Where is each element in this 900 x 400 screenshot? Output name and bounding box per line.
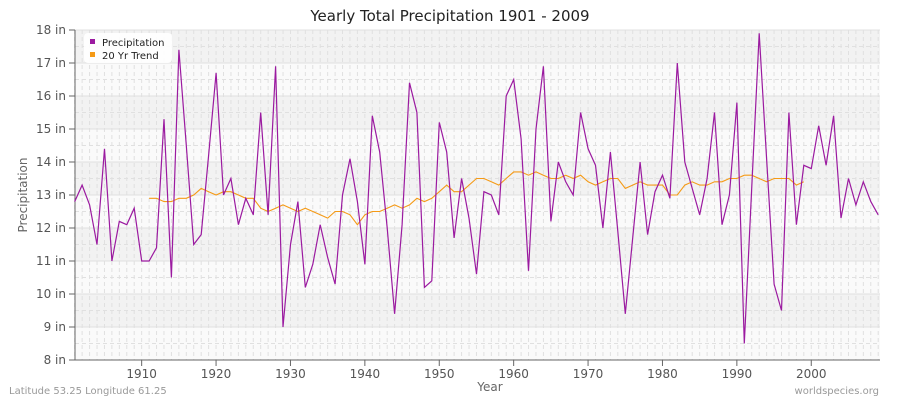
x-axis-title: Year	[476, 380, 502, 394]
axes: 8 in 9 in 10 in 11 in 12 in 13 in 14 in 15 in 16…	[36, 23, 880, 381]
footer-source: worldspecies.org	[795, 386, 879, 397]
y-tick-label: 14 in	[36, 155, 66, 169]
legend-label-trend: 20 Yr Trend	[102, 51, 159, 62]
y-tick-label: 16 in	[36, 89, 66, 103]
footer-coordinates: Latitude 53.25 Longitude 61.25	[9, 386, 167, 397]
x-tick-label: 1940	[350, 367, 381, 381]
chart-title: Yearly Total Precipitation 1901 - 2009	[309, 7, 589, 25]
y-axis-title: Precipitation	[16, 157, 30, 232]
trend-line	[149, 171, 805, 226]
y-tick-label: 8 in	[44, 353, 66, 367]
y-tick-label: 10 in	[36, 287, 66, 301]
x-tick-label: 1930	[275, 367, 306, 381]
y-tick-label: 12 in	[36, 221, 66, 235]
y-tick-label: 18 in	[36, 23, 66, 37]
x-tick-label: 1920	[201, 367, 232, 381]
precipitation-line	[74, 33, 879, 344]
x-tick-label: 2000	[796, 367, 827, 381]
legend-swatch-trend	[90, 52, 95, 57]
legend-box	[84, 33, 172, 63]
x-tick-label: 1980	[647, 367, 678, 381]
y-tick-label: 17 in	[36, 56, 66, 70]
legend: Precipitation 20 Yr Trend	[84, 33, 172, 63]
legend-swatch-precipitation	[90, 39, 95, 44]
x-tick-label: 1960	[498, 367, 529, 381]
x-tick-label: 1910	[126, 367, 157, 381]
y-tick-label: 15 in	[36, 122, 66, 136]
y-tick-label: 11 in	[36, 254, 66, 268]
x-tick-label: 1970	[573, 367, 604, 381]
legend-label-precipitation: Precipitation	[102, 38, 165, 49]
grid-lines	[74, 29, 880, 361]
y-tick-label: 13 in	[36, 188, 66, 202]
x-tick-label: 1950	[424, 367, 455, 381]
series-lines	[74, 33, 879, 344]
y-tick-label: 9 in	[44, 320, 66, 334]
x-tick-label: 1990	[722, 367, 753, 381]
